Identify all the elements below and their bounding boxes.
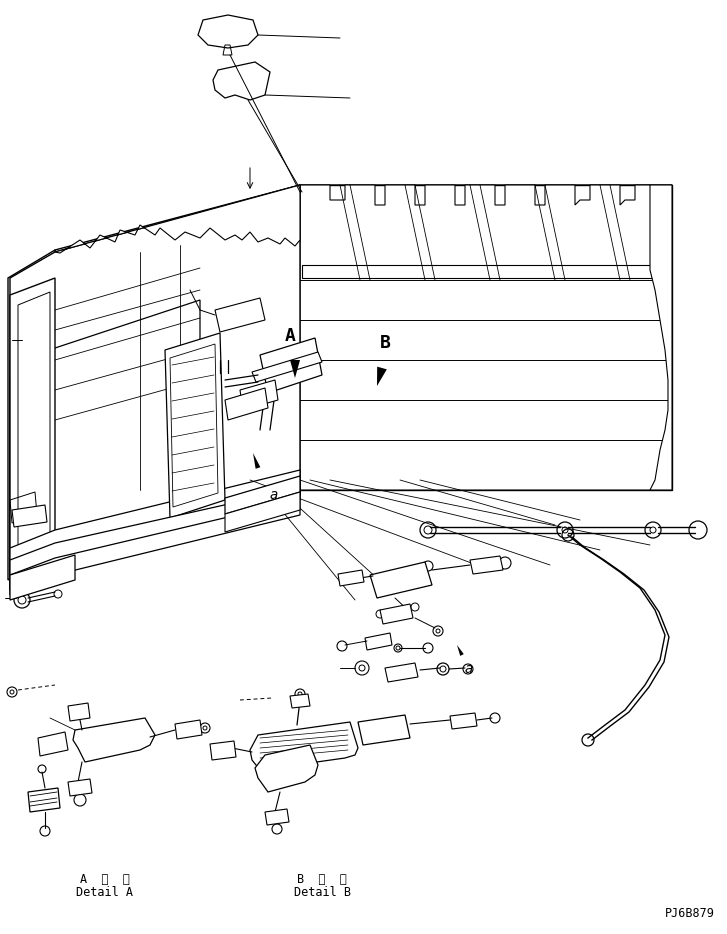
Polygon shape [10,555,75,600]
Polygon shape [55,185,300,253]
Polygon shape [358,715,410,745]
Polygon shape [73,718,155,762]
Polygon shape [68,779,92,796]
Polygon shape [255,745,318,792]
Polygon shape [10,185,300,590]
Polygon shape [38,732,68,756]
Polygon shape [165,333,225,518]
Polygon shape [10,365,55,590]
Polygon shape [240,380,278,410]
Polygon shape [385,663,418,682]
Polygon shape [10,470,300,578]
Polygon shape [377,367,387,386]
Polygon shape [650,185,672,490]
Polygon shape [28,788,60,812]
Polygon shape [215,298,265,332]
Polygon shape [450,713,477,729]
Polygon shape [12,505,47,527]
Polygon shape [8,250,55,580]
Text: B  詳  細: B 詳 細 [297,873,347,886]
Polygon shape [380,604,413,624]
Polygon shape [370,562,432,598]
Polygon shape [175,720,202,739]
Polygon shape [265,809,289,825]
Text: a: a [465,662,473,676]
Text: Detail A: Detail A [76,886,134,899]
Polygon shape [470,556,503,574]
Polygon shape [10,300,200,570]
Text: B: B [379,334,390,352]
Polygon shape [365,633,392,650]
Polygon shape [10,278,55,568]
Polygon shape [10,490,300,595]
Text: A: A [284,327,295,345]
Text: A  詳  細: A 詳 細 [80,873,130,886]
Polygon shape [250,722,358,770]
Polygon shape [300,185,672,490]
Polygon shape [225,492,300,532]
Polygon shape [225,476,300,514]
Text: PJ6B879: PJ6B879 [665,907,715,920]
Polygon shape [252,352,322,382]
Polygon shape [300,185,672,490]
Polygon shape [290,694,310,708]
Polygon shape [457,645,464,656]
Polygon shape [338,570,364,586]
Polygon shape [198,15,258,48]
Polygon shape [302,265,660,278]
Polygon shape [10,488,300,575]
Polygon shape [213,62,270,100]
Polygon shape [253,453,260,469]
Polygon shape [210,741,236,760]
Polygon shape [225,388,268,420]
Polygon shape [68,703,90,721]
Text: Detail B: Detail B [294,886,350,899]
Polygon shape [55,185,672,275]
Polygon shape [260,338,322,393]
Polygon shape [290,360,300,378]
Text: a: a [270,488,278,502]
